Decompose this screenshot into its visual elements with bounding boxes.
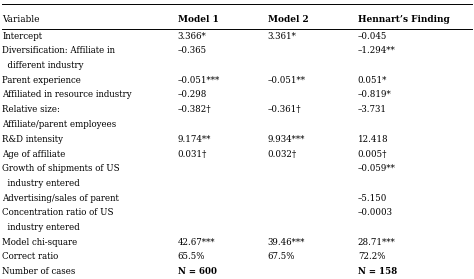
Text: Diversification: Affiliate in: Diversification: Affiliate in bbox=[2, 46, 115, 55]
Text: 9.934***: 9.934*** bbox=[268, 135, 305, 144]
Text: 42.67***: 42.67*** bbox=[178, 238, 215, 247]
Text: –3.731: –3.731 bbox=[358, 105, 387, 114]
Text: Advertising/sales of parent: Advertising/sales of parent bbox=[2, 194, 119, 203]
Text: 0.032†: 0.032† bbox=[268, 150, 297, 158]
Text: 0.005†: 0.005† bbox=[358, 150, 387, 158]
Text: –0.051***: –0.051*** bbox=[178, 76, 220, 85]
Text: –0.0003: –0.0003 bbox=[358, 208, 393, 217]
Text: –0.045: –0.045 bbox=[358, 32, 387, 40]
Text: –0.298: –0.298 bbox=[178, 90, 207, 99]
Text: Parent experience: Parent experience bbox=[2, 76, 81, 85]
Text: 72.2%: 72.2% bbox=[358, 252, 385, 261]
Text: Age of affiliate: Age of affiliate bbox=[2, 150, 66, 158]
Text: 12.418: 12.418 bbox=[358, 135, 389, 144]
Text: Growth of shipments of US: Growth of shipments of US bbox=[2, 164, 120, 173]
Text: industry entered: industry entered bbox=[2, 223, 80, 232]
Text: 3.361*: 3.361* bbox=[268, 32, 297, 40]
Text: –5.150: –5.150 bbox=[358, 194, 387, 203]
Text: –0.059**: –0.059** bbox=[358, 164, 396, 173]
Text: 39.46***: 39.46*** bbox=[268, 238, 305, 247]
Text: Model 1: Model 1 bbox=[178, 15, 219, 24]
Text: 3.366*: 3.366* bbox=[178, 32, 207, 40]
Text: Concentration ratio of US: Concentration ratio of US bbox=[2, 208, 114, 217]
Text: –0.051**: –0.051** bbox=[268, 76, 306, 85]
Text: Variable: Variable bbox=[2, 15, 40, 24]
Text: Model 2: Model 2 bbox=[268, 15, 309, 24]
Text: R&D intensity: R&D intensity bbox=[2, 135, 64, 144]
Text: different industry: different industry bbox=[2, 61, 84, 70]
Text: 0.031†: 0.031† bbox=[178, 150, 207, 158]
Text: Model chi-square: Model chi-square bbox=[2, 238, 78, 247]
Text: –0.382†: –0.382† bbox=[178, 105, 211, 114]
Text: N = 158: N = 158 bbox=[358, 267, 397, 276]
Text: –0.365: –0.365 bbox=[178, 46, 207, 55]
Text: Number of cases: Number of cases bbox=[2, 267, 76, 276]
Text: 65.5%: 65.5% bbox=[178, 252, 205, 261]
Text: 9.174**: 9.174** bbox=[178, 135, 211, 144]
Text: N = 600: N = 600 bbox=[178, 267, 217, 276]
Text: –0.819*: –0.819* bbox=[358, 90, 392, 99]
Text: 0.051*: 0.051* bbox=[358, 76, 387, 85]
Text: Correct ratio: Correct ratio bbox=[2, 252, 59, 261]
Text: 28.71***: 28.71*** bbox=[358, 238, 396, 247]
Text: Affiliated in resource industry: Affiliated in resource industry bbox=[2, 90, 132, 99]
Text: industry entered: industry entered bbox=[2, 179, 80, 188]
Text: Relative size:: Relative size: bbox=[2, 105, 60, 114]
Text: 67.5%: 67.5% bbox=[268, 252, 295, 261]
Text: Intercept: Intercept bbox=[2, 32, 43, 40]
Text: Hennart’s Finding: Hennart’s Finding bbox=[358, 15, 450, 24]
Text: –0.361†: –0.361† bbox=[268, 105, 301, 114]
Text: –1.294**: –1.294** bbox=[358, 46, 396, 55]
Text: Affiliate/parent employees: Affiliate/parent employees bbox=[2, 120, 117, 129]
